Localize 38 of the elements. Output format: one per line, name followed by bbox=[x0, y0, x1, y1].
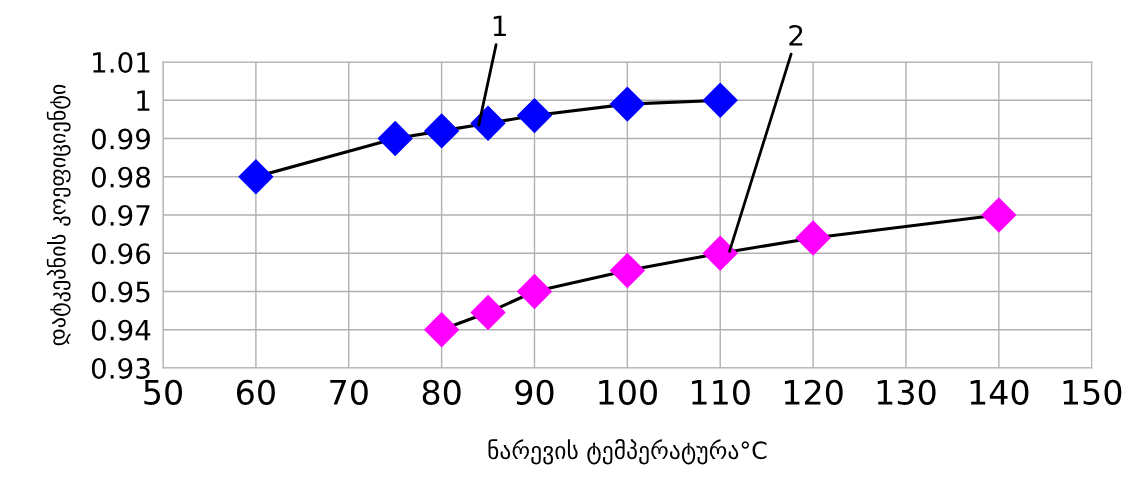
point bbox=[795, 220, 831, 256]
point bbox=[609, 253, 645, 288]
point bbox=[609, 86, 645, 122]
y-tick-label: 0.95 bbox=[91, 281, 150, 303]
x-tick-label: 90 bbox=[515, 379, 554, 405]
y-tick-label: 0.93 bbox=[91, 357, 150, 379]
point bbox=[702, 82, 738, 118]
point bbox=[517, 274, 552, 309]
y-tick-label: 0.99 bbox=[91, 128, 150, 150]
x-tick-label: 120 bbox=[784, 379, 843, 405]
x-tick-label: 60 bbox=[237, 379, 275, 405]
point bbox=[424, 312, 460, 348]
annotation: 2 bbox=[789, 24, 803, 46]
annotation: 1 bbox=[493, 15, 506, 37]
y-tick-label: 0.94 bbox=[91, 319, 151, 341]
x-tick-label: 80 bbox=[422, 379, 461, 405]
point bbox=[238, 159, 274, 195]
y-tick-label: 0.97 bbox=[91, 204, 150, 226]
y-tick-label: 1 bbox=[137, 90, 150, 111]
x-tick-label: 140 bbox=[970, 379, 1029, 405]
x-tick-label: 150 bbox=[1063, 379, 1122, 405]
point bbox=[517, 98, 552, 133]
point bbox=[470, 295, 506, 330]
point bbox=[702, 235, 738, 271]
x-axis-title: ნარევის ტემპერატურა°C bbox=[488, 439, 767, 465]
y-tick-label: 1.01 bbox=[93, 51, 150, 73]
x-tick-label: 70 bbox=[330, 379, 368, 405]
y-tick-label: 0.96 bbox=[91, 243, 151, 265]
point bbox=[470, 105, 506, 141]
y-axis-title: დატკეპნის კოეფიციენტი bbox=[46, 84, 71, 346]
x-tick-label: 50 bbox=[144, 379, 183, 405]
point bbox=[377, 121, 413, 156]
x-tick-label: 100 bbox=[599, 379, 657, 405]
point bbox=[424, 113, 460, 149]
point bbox=[981, 197, 1017, 233]
x-tick-label: 110 bbox=[692, 379, 750, 405]
x-tick-label: 130 bbox=[877, 379, 936, 405]
y-tick-label: 0.98 bbox=[91, 166, 150, 188]
